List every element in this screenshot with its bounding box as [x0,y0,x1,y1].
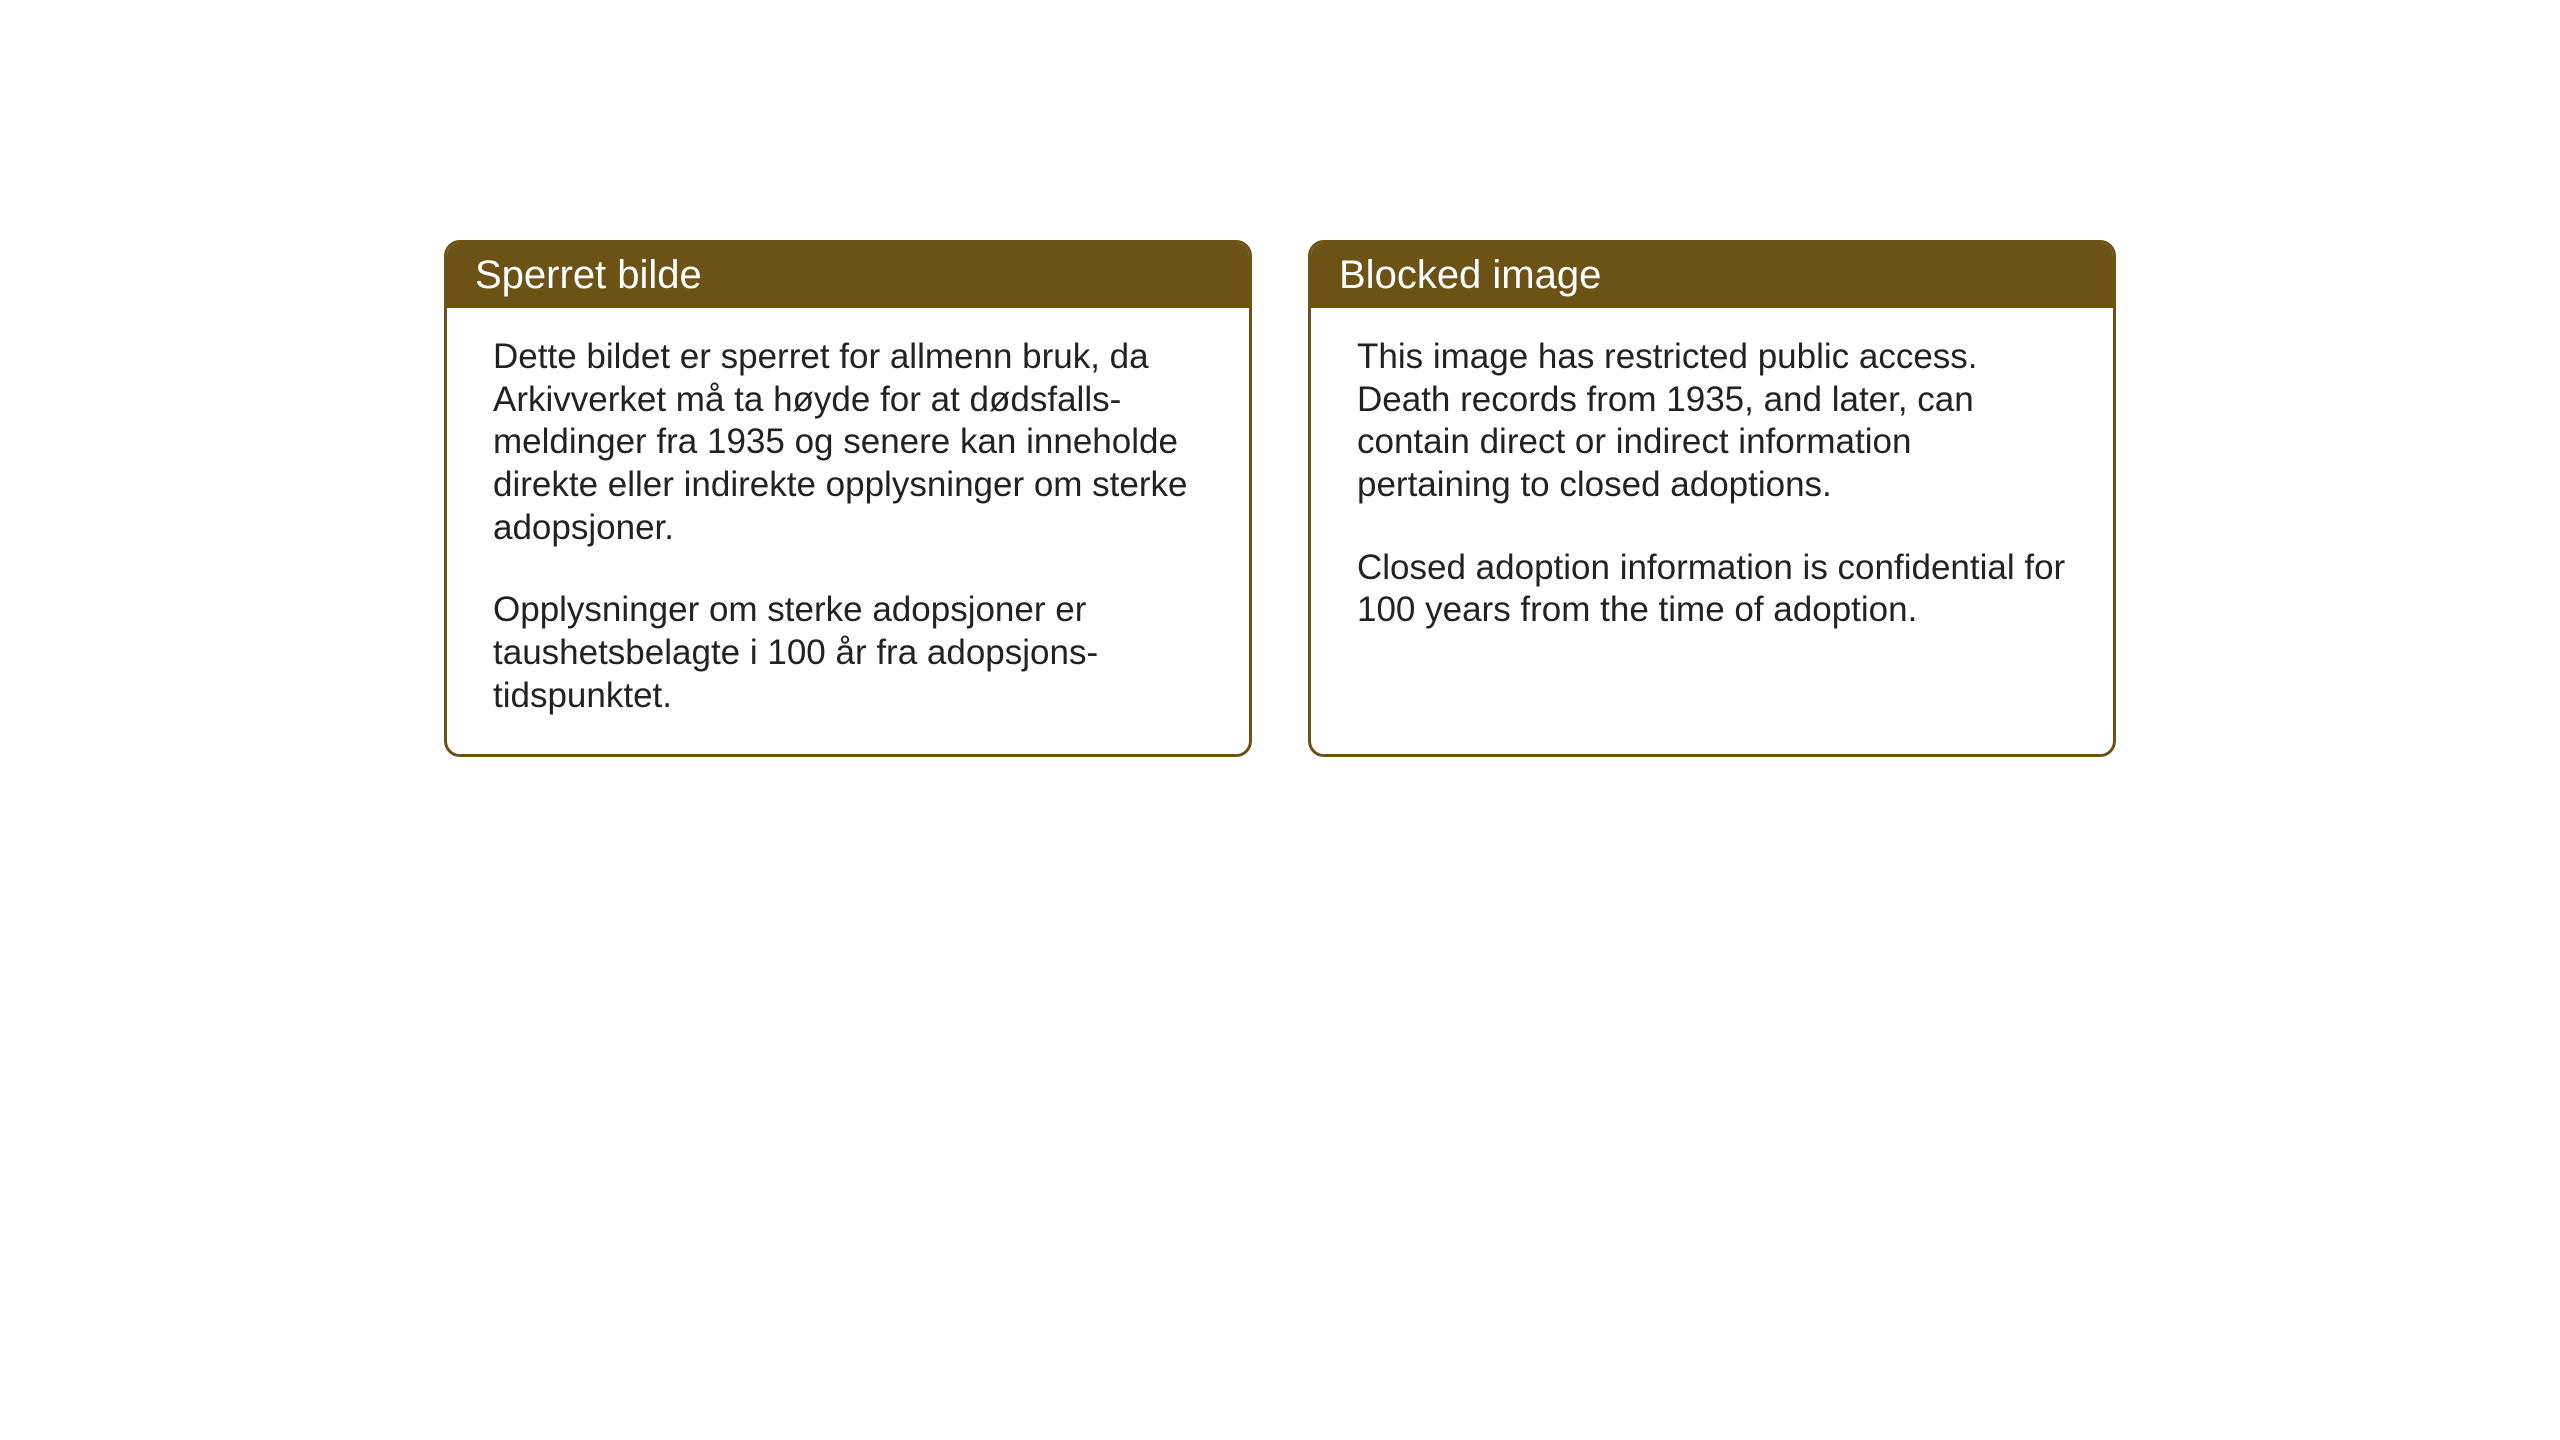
notice-body-norwegian: Dette bildet er sperret for allmenn bruk… [447,308,1249,754]
notice-paragraph-1-english: This image has restricted public access.… [1357,336,2067,507]
notice-title-norwegian: Sperret bilde [475,253,702,297]
notice-container: Sperret bilde Dette bildet er sperret fo… [444,240,2116,757]
notice-paragraph-2-norwegian: Opplysninger om sterke adopsjoner er tau… [493,589,1203,717]
notice-card-norwegian: Sperret bilde Dette bildet er sperret fo… [444,240,1252,757]
notice-title-english: Blocked image [1339,253,1601,297]
notice-header-norwegian: Sperret bilde [447,243,1249,308]
notice-paragraph-1-norwegian: Dette bildet er sperret for allmenn bruk… [493,336,1203,549]
notice-card-english: Blocked image This image has restricted … [1308,240,2116,757]
notice-body-english: This image has restricted public access.… [1311,308,2113,740]
notice-paragraph-2-english: Closed adoption information is confident… [1357,547,2067,632]
notice-header-english: Blocked image [1311,243,2113,308]
